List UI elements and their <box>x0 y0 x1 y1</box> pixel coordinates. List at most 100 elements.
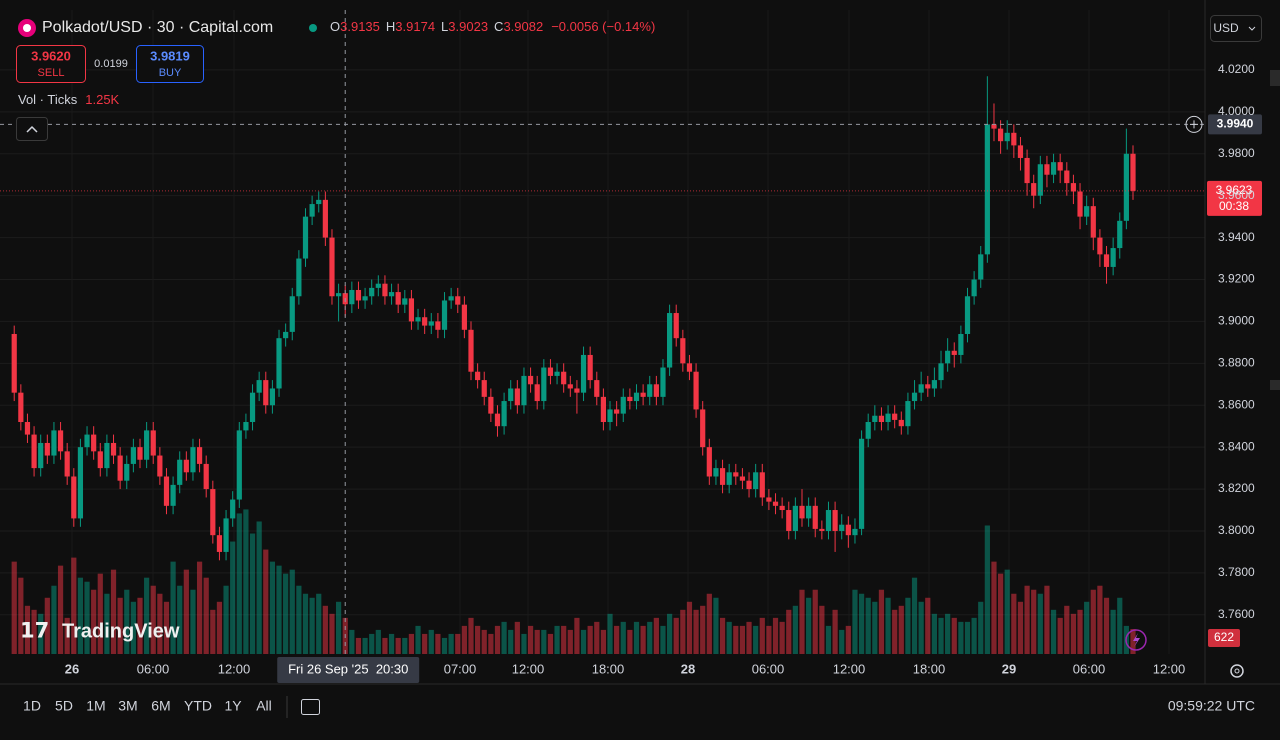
crosshair-time-box <box>277 657 420 683</box>
side-tab[interactable] <box>1270 380 1280 390</box>
candle-body <box>309 204 315 217</box>
range-button[interactable]: 1D <box>23 698 41 714</box>
volume-bar <box>501 621 507 654</box>
volume-bar <box>1110 609 1116 654</box>
candle-body <box>435 321 441 330</box>
volume-bar <box>938 617 944 654</box>
candle-body <box>289 296 295 332</box>
volume-bar <box>885 597 891 654</box>
y-tick-label: 3.9400 <box>1218 230 1255 244</box>
spread: 0.0199 <box>94 58 128 70</box>
volume-bar <box>236 513 242 654</box>
candle-body <box>1017 145 1024 158</box>
x-tick-label: 06:00 <box>752 661 785 676</box>
ohlc-change: −0.0056 (−0.14%) <box>551 19 655 34</box>
range-button[interactable]: 3M <box>118 698 137 714</box>
candle-body <box>84 434 90 448</box>
logo-text: TradingView <box>62 620 180 642</box>
candle-body <box>673 313 679 339</box>
candle-body <box>971 279 977 297</box>
candle-body <box>269 388 275 406</box>
buy-price: 3.9819 <box>150 48 190 63</box>
volume-bar <box>772 617 779 654</box>
buy-button[interactable] <box>136 45 204 83</box>
candle-body <box>382 283 388 297</box>
candle-body <box>481 380 487 397</box>
volume-bar <box>183 569 189 654</box>
volume-bar <box>1084 601 1090 654</box>
overlay-layer: 3.9623 00:38 3.9940 622 <box>0 10 1262 654</box>
volume-bar <box>51 585 57 654</box>
range-button[interactable]: 6M <box>151 698 170 714</box>
buy-label: BUY <box>159 67 182 79</box>
ohlc-value: 3.9135 <box>340 19 380 34</box>
candle-body <box>71 476 77 519</box>
collapse-icon <box>26 125 38 133</box>
range-button[interactable]: YTD <box>184 698 212 714</box>
candle-body <box>779 505 785 511</box>
volume-bar <box>157 593 163 654</box>
settings-icon[interactable] <box>1230 664 1244 678</box>
candle-body <box>1064 170 1070 184</box>
volume-bar <box>1037 593 1043 654</box>
candle-body <box>355 289 362 301</box>
volume-bar <box>395 637 401 654</box>
symbol-title[interactable]: Polkadot/USD · 30 · Capital.com <box>42 19 273 36</box>
volume-bar <box>97 573 103 654</box>
range-button[interactable]: 1M <box>86 698 105 714</box>
alert-icon[interactable] <box>1125 629 1147 651</box>
candle-body <box>1004 132 1010 142</box>
sell-button[interactable] <box>16 45 86 83</box>
candle-body <box>964 296 971 334</box>
add-alert-icon[interactable] <box>1185 115 1203 133</box>
candle-body <box>236 430 242 500</box>
candle-body <box>256 380 262 393</box>
crosshair-price-label: 3.9940 <box>1217 117 1254 131</box>
candle-body <box>680 338 686 364</box>
range-button[interactable]: 1Y <box>224 698 242 714</box>
candle-body <box>51 430 57 456</box>
candle-body <box>534 384 540 402</box>
volume-bar <box>825 625 832 654</box>
candle-body <box>475 371 481 381</box>
x-tick-label: 06:00 <box>137 661 170 676</box>
volume-bar <box>1077 609 1083 654</box>
candle-body <box>633 392 640 402</box>
range-button[interactable]: All <box>256 698 272 714</box>
candle-body <box>38 442 44 469</box>
candle-body <box>488 396 494 414</box>
candle-body <box>825 510 832 531</box>
volume-bar <box>481 629 487 654</box>
volume-bar <box>216 601 223 654</box>
collapse-button[interactable] <box>16 117 48 141</box>
range-button[interactable]: 5D <box>55 698 73 714</box>
candle-body <box>527 375 534 385</box>
volume-bar <box>786 609 792 654</box>
volume-bar <box>607 613 613 654</box>
candle-body <box>984 124 990 255</box>
alert-bolt <box>1133 633 1140 647</box>
volume-bar <box>614 625 620 654</box>
date-range-icon[interactable] <box>301 699 320 715</box>
candle-body <box>1097 237 1103 255</box>
volume-bar <box>124 589 130 654</box>
candle-body <box>647 384 653 397</box>
currency-selector[interactable] <box>1210 15 1262 42</box>
volume-bar <box>150 585 156 654</box>
candle-body <box>561 371 567 385</box>
volume-bar <box>11 561 17 654</box>
candle-body <box>183 459 189 473</box>
volume-bar <box>1064 605 1070 654</box>
side-tab[interactable] <box>1270 70 1280 86</box>
candle-body <box>170 484 176 506</box>
candle-body <box>216 535 223 552</box>
volume-bar <box>852 589 858 654</box>
volume-bar <box>561 625 567 654</box>
volume-bar <box>309 597 315 654</box>
volume-bar <box>746 621 752 654</box>
candle-body <box>1057 162 1063 171</box>
logo-mark: 𝟭𝟳 <box>20 620 49 643</box>
candle-body <box>455 296 461 305</box>
candle-body <box>77 447 84 519</box>
candle-body <box>276 338 282 389</box>
